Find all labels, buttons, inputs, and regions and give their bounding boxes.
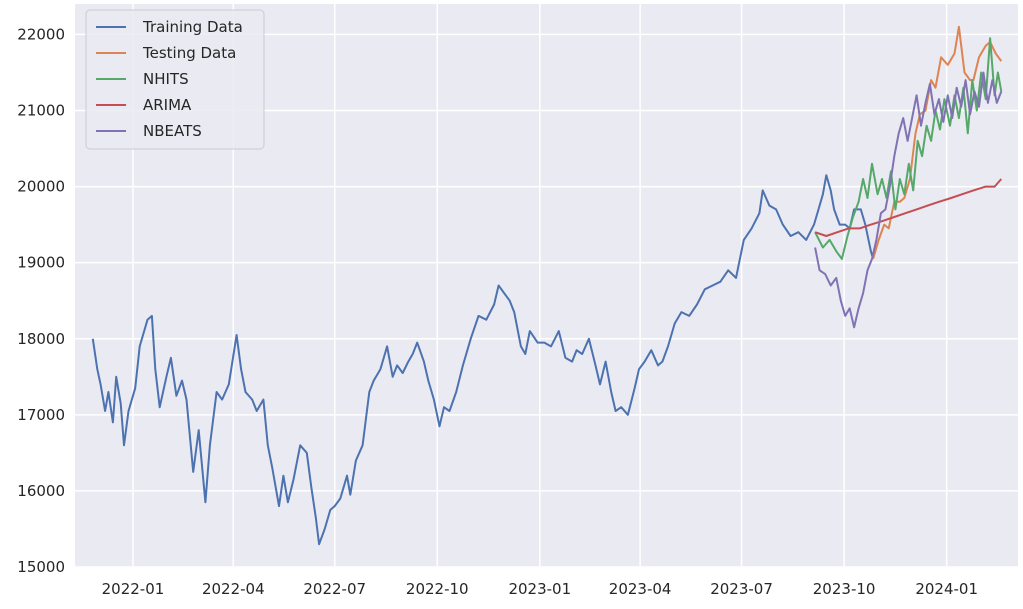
legend-label-nbeats: NBEATS bbox=[143, 122, 202, 140]
y-tick-label: 17000 bbox=[17, 406, 65, 424]
y-tick-label: 15000 bbox=[17, 558, 65, 576]
y-tick-label: 16000 bbox=[17, 482, 65, 500]
x-tick-label: 2022-07 bbox=[303, 580, 366, 598]
x-tick-label: 2024-01 bbox=[915, 580, 978, 598]
x-tick-label: 2022-04 bbox=[202, 580, 265, 598]
x-tick-label: 2023-10 bbox=[813, 580, 876, 598]
x-tick-label: 2022-01 bbox=[102, 580, 165, 598]
series-line-arima bbox=[814, 178, 1003, 237]
series-line-training-data bbox=[91, 174, 875, 546]
tick-labels: 15000 16000 17000 18000 19000 20000 21000 22000… bbox=[17, 25, 978, 598]
y-tick-label: 21000 bbox=[17, 102, 65, 120]
x-tick-label: 2023-01 bbox=[508, 580, 571, 598]
legend: Training Data Testing Data NHITS ARIMA NBEAT… bbox=[85, 9, 265, 150]
y-tick-label: 20000 bbox=[17, 178, 65, 196]
x-tick-label: 2023-07 bbox=[710, 580, 773, 598]
x-tick-label: 2022-10 bbox=[406, 580, 469, 598]
y-tick-label: 18000 bbox=[17, 330, 65, 348]
y-tick-label: 19000 bbox=[17, 254, 65, 272]
legend-label-arima: ARIMA bbox=[143, 96, 192, 114]
legend-label-testing-data: Testing Data bbox=[142, 44, 236, 62]
y-tick-label: 22000 bbox=[17, 25, 65, 43]
legend-box bbox=[85, 9, 265, 150]
x-tick-label: 2023-04 bbox=[609, 580, 672, 598]
series-layer bbox=[91, 25, 1003, 546]
legend-label-nhits: NHITS bbox=[143, 70, 189, 88]
legend-label-training-data: Training Data bbox=[142, 18, 243, 36]
series-line-nbeats bbox=[814, 71, 1003, 329]
